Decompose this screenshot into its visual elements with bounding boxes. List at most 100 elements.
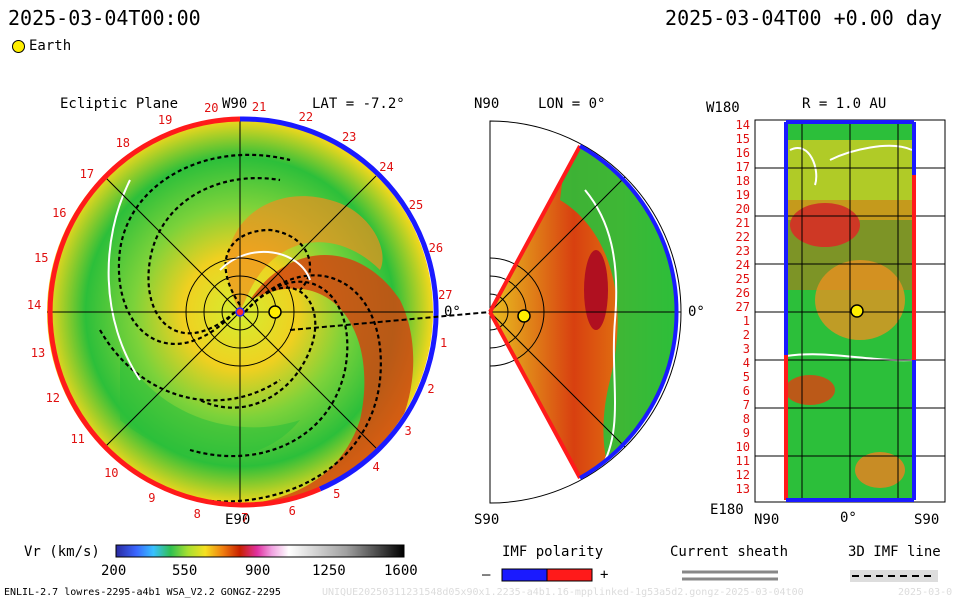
radial-x-label-n90: N90: [754, 512, 780, 528]
radial-x-label-zero: 0°: [840, 510, 857, 526]
radial-y-number: 16: [735, 146, 750, 160]
imf-line: [99, 329, 281, 402]
imf-polarity-title: IMF polarity: [502, 544, 604, 560]
imf-line: [117, 153, 291, 345]
slow-stream-region: [120, 350, 300, 458]
carrington-number: 11: [70, 431, 85, 446]
current-sheath-line: [107, 179, 141, 381]
carrington-number: 26: [428, 241, 444, 256]
colorbar-tick: 900: [245, 563, 271, 579]
run-id: UNIQUE20250311231548d05x90x1.2235-a4b1.1…: [322, 587, 804, 598]
polarity-ring-negative: [47, 116, 321, 508]
radial-y-number: 7: [742, 398, 750, 412]
radial-y-number: 13: [735, 482, 750, 496]
fast-stream-core: [790, 203, 860, 247]
radial-y-number: 27: [735, 300, 750, 314]
earth-marker-icon: [850, 304, 864, 318]
carrington-number: 27: [438, 288, 453, 303]
current-sheath-swatch: [682, 570, 778, 581]
radial-y-number: 6: [742, 384, 750, 398]
carrington-number: 24: [379, 160, 394, 175]
radial-y-number: 9: [742, 426, 750, 440]
imf-line-swatch: [850, 570, 938, 582]
carrington-number: 9: [148, 491, 156, 506]
colorbar-tick: 1600: [384, 563, 418, 579]
carrington-number: 5: [333, 486, 341, 501]
earth-marker-icon: [517, 309, 531, 323]
ecliptic-top-label: W90: [222, 96, 248, 112]
colorbar-tick: 200: [101, 563, 127, 579]
imf-polarity-minus: –: [482, 567, 491, 583]
current-sheath-line: [219, 250, 311, 281]
radial-y-number: 12: [735, 468, 750, 482]
carrington-number: 10: [104, 465, 119, 480]
carrington-number: 17: [79, 167, 95, 182]
velocity-colorbar: [115, 544, 405, 558]
model-info: ENLIL-2.7 lowres-2295-a4b1 WSA_V2.2 GONG…: [4, 587, 281, 598]
imf-line: [199, 286, 317, 409]
carrington-number: 23: [341, 130, 357, 145]
radial-map-plot: [754, 119, 946, 503]
radial-y-number: 10: [735, 440, 750, 454]
ecliptic-plane-plot: [47, 116, 439, 508]
grid-lines: [755, 120, 945, 502]
carrington-number: 14: [26, 297, 42, 312]
compression-region: [227, 196, 383, 312]
earth-legend: Earth: [12, 38, 71, 54]
carrington-number: 1: [439, 336, 448, 350]
earth-marker-icon: [12, 39, 25, 53]
carrington-number: 18: [115, 135, 131, 150]
radial-bottom-left-label: E180: [710, 502, 744, 518]
radial-y-number: 1: [742, 314, 750, 328]
current-sheath-line: [789, 144, 913, 186]
colorbar-tick: 550: [172, 563, 198, 579]
carrington-number: 8: [193, 506, 201, 521]
radial-y-number: 20: [735, 202, 750, 216]
carrington-number: 3: [404, 424, 412, 439]
radial-y-number: 26: [735, 286, 750, 300]
radial-y-number: 19: [735, 188, 750, 202]
polarity-arc-positive: [579, 144, 679, 480]
radial-y-number: 2: [742, 328, 750, 342]
carrington-number: 2: [427, 382, 435, 397]
radial-y-number: 8: [742, 412, 750, 426]
radial-x-label-s90: S90: [914, 512, 940, 528]
radial-top-left-label: W180: [706, 100, 740, 116]
radial-y-number: 11: [735, 454, 750, 468]
radial-y-number: 17: [735, 160, 750, 174]
fast-stream-core: [584, 250, 608, 330]
carrington-number: 16: [52, 206, 67, 221]
carrington-number: 13: [30, 345, 46, 360]
colorbar-title: Vr (km/s): [24, 544, 100, 560]
radial-y-number: 23: [735, 244, 750, 258]
radial-y-number: 5: [742, 370, 750, 384]
earth-legend-label: Earth: [29, 38, 72, 54]
imf-line: [189, 280, 349, 458]
radial-y-number: 14: [735, 118, 750, 132]
ecliptic-title: Ecliptic Plane: [60, 96, 179, 112]
ecliptic-bottom-label: E90: [225, 512, 251, 528]
meridional-plane-plot: [488, 120, 682, 504]
carrington-number: 15: [34, 250, 49, 265]
carrington-number: 25: [408, 197, 424, 212]
radial-title: R = 1.0 AU: [802, 96, 887, 112]
timestamp-right: 2025-03-04T00 +0.00 day: [665, 6, 942, 30]
imf-connector-line: [289, 311, 491, 331]
radial-y-number: 15: [735, 132, 750, 146]
imf-line: [147, 177, 281, 335]
imf-line-title: 3D IMF line: [848, 544, 941, 560]
radial-y-number: 22: [735, 230, 750, 244]
radial-y-number: 18: [735, 174, 750, 188]
radial-y-number: 3: [742, 342, 750, 356]
meridional-zero-label: 0°: [688, 304, 705, 320]
ecliptic-lat-label: LAT = -7.2°: [312, 96, 405, 112]
meridional-top-label: N90: [474, 96, 500, 112]
meridional-bottom-label: S90: [474, 512, 500, 528]
meridional-lon-label: LON = 0°: [538, 96, 606, 112]
carrington-number: 20: [204, 101, 219, 115]
sun-icon: [235, 307, 245, 317]
imf-polarity-plus: +: [600, 567, 609, 583]
current-sheath-title: Current sheath: [670, 544, 789, 560]
carrington-number: 4: [372, 459, 380, 474]
